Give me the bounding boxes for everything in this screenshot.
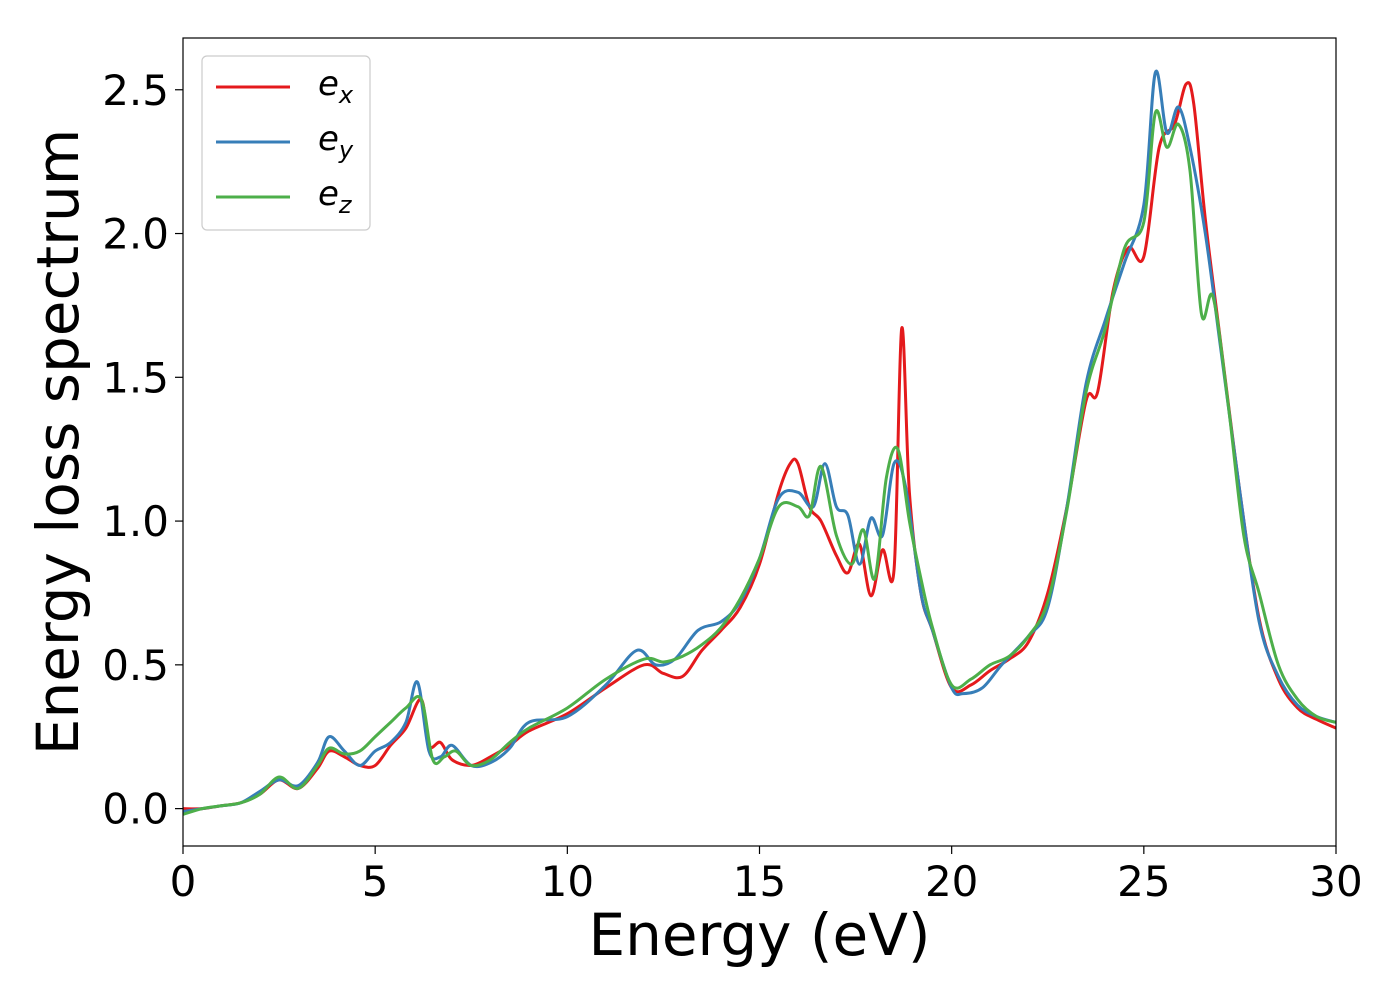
legend-label-x: ex (318, 64, 354, 109)
x-axis-title: Energy (eV) (588, 901, 930, 969)
x-tick-label: 15 (733, 857, 786, 906)
series-layer (183, 69, 1336, 816)
ticks-layer: 0 5 10 15 20 25 30 0.0 0.5 1.0 1.5 2.0 2.5 (102, 66, 1363, 906)
x-tick-label: 30 (1309, 857, 1362, 906)
x-tick-label: 0 (170, 857, 197, 906)
y-tick-label: 1.0 (102, 497, 169, 546)
legend-label-z: ez (318, 174, 353, 219)
y-axis-title: Energy loss spectrum (24, 129, 92, 755)
legend-label-y: ey (318, 119, 354, 164)
y-tick-label: 2.0 (102, 210, 169, 259)
y-tick-label: 0.0 (102, 785, 169, 834)
x-tick-label: 5 (362, 857, 389, 906)
y-tick-label: 1.5 (102, 353, 169, 402)
y-tick-label: 0.5 (102, 641, 169, 690)
x-tick-label: 25 (1117, 857, 1170, 906)
series-line-y (183, 69, 1336, 813)
legend: ex ey ez (201, 55, 371, 231)
x-tick-label: 10 (541, 857, 594, 906)
x-tick-label: 20 (925, 857, 978, 906)
series-line-z (183, 109, 1336, 816)
y-tick-label: 2.5 (102, 66, 169, 115)
